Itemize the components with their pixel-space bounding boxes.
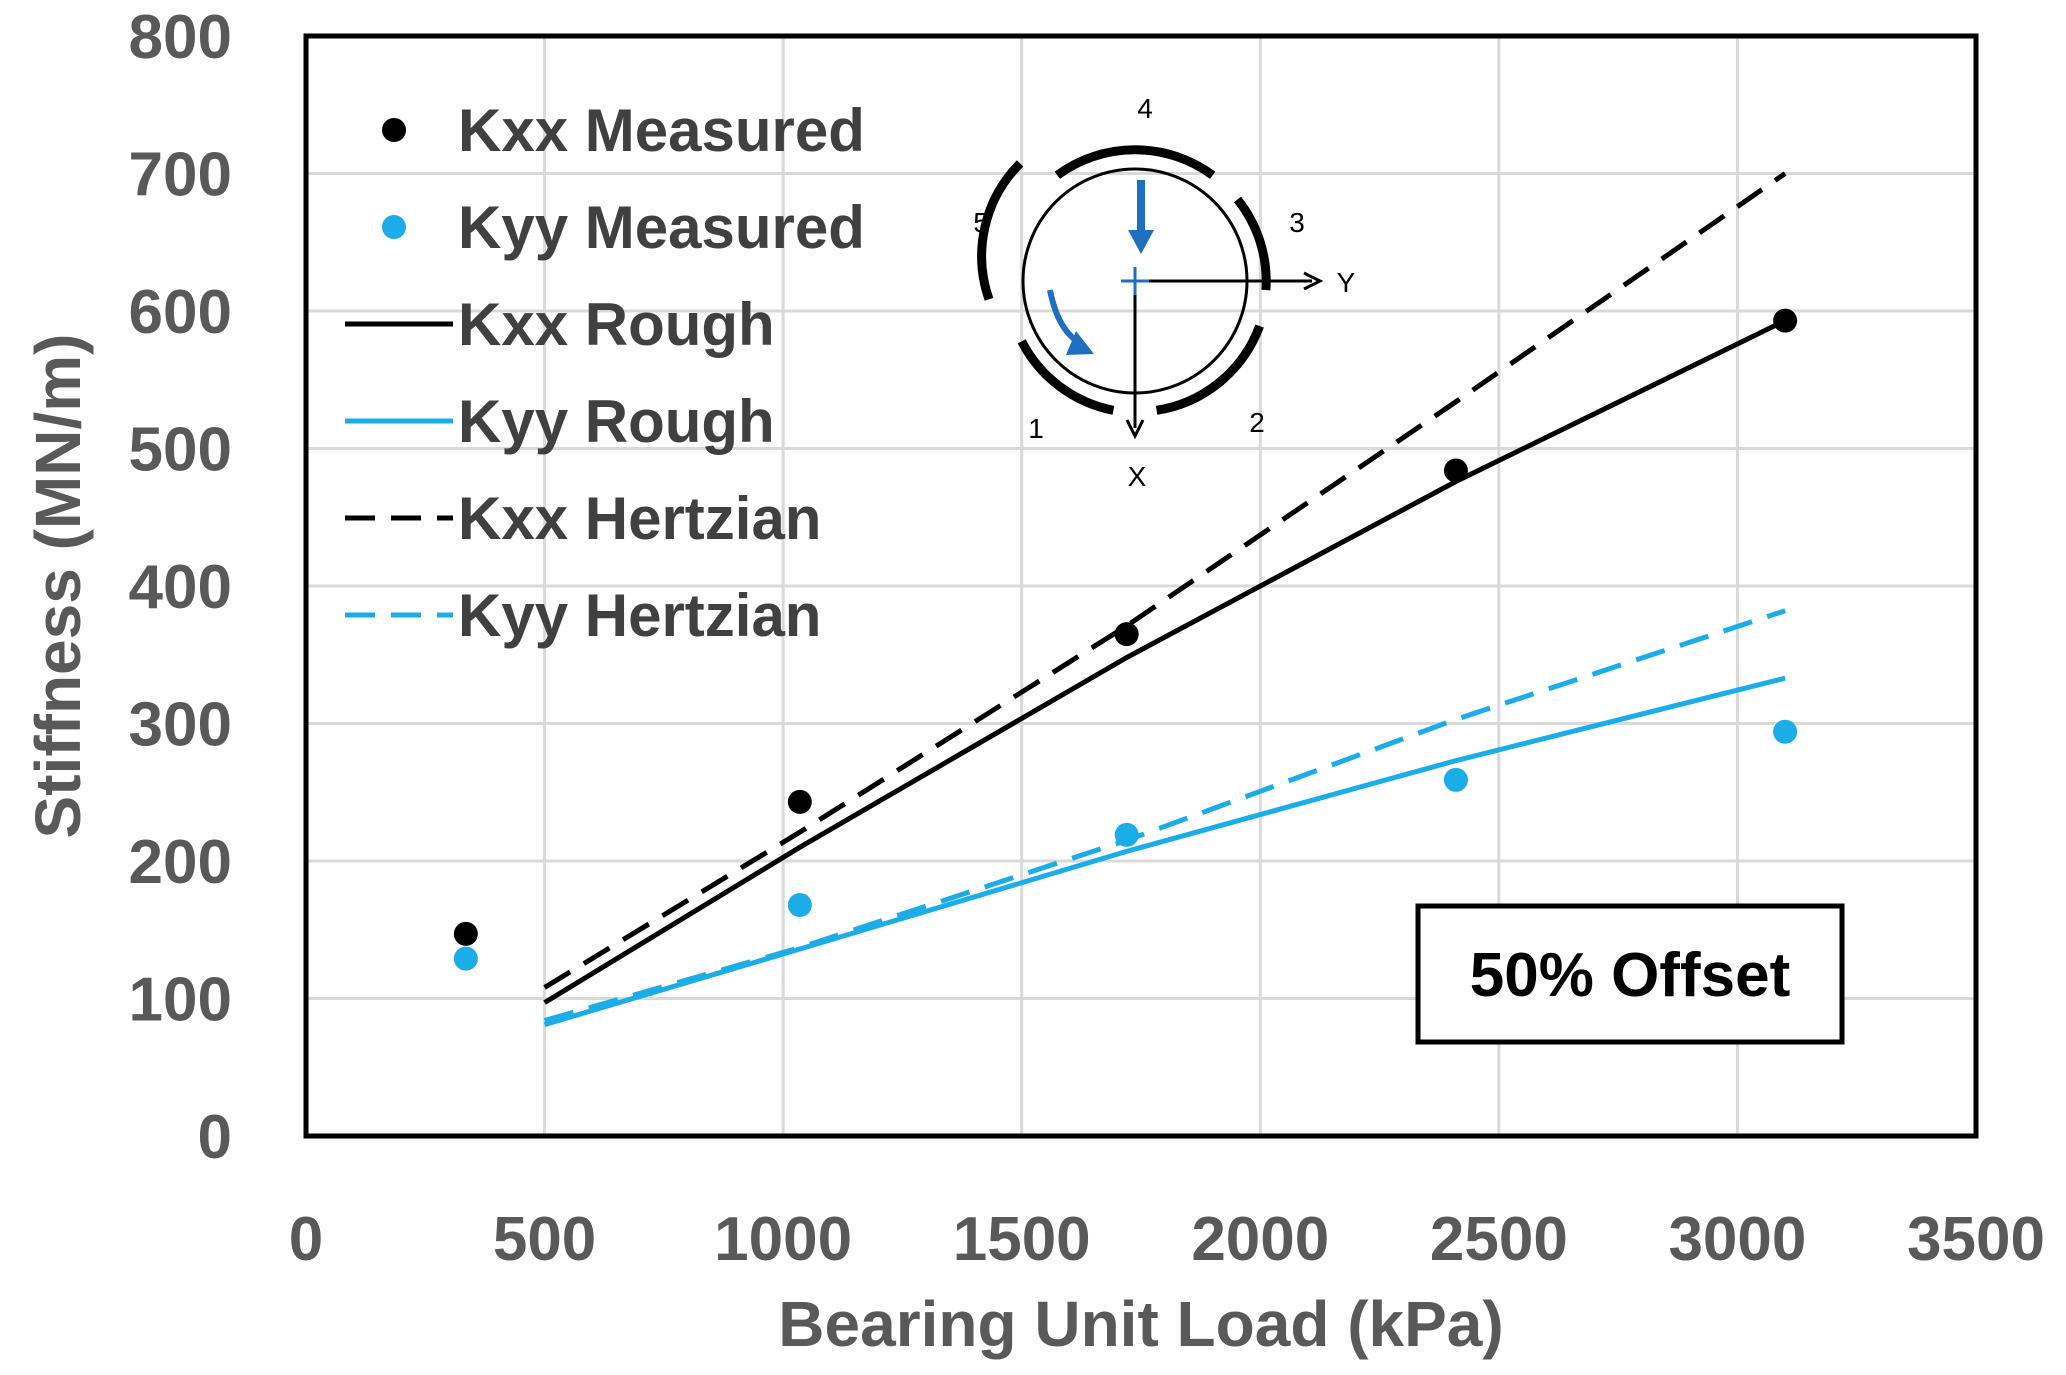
x-tick-label: 2500 bbox=[1430, 1205, 1568, 1274]
bearing-pad-1 bbox=[1017, 339, 1115, 415]
point-kyy-measured bbox=[453, 946, 478, 971]
y-tick-label: 100 bbox=[129, 966, 232, 1035]
rotation-arrow-icon bbox=[1066, 331, 1094, 355]
gridlines bbox=[306, 36, 1976, 1136]
bearing-pad-2 bbox=[1155, 324, 1264, 415]
legend-label-kyy-rough: Kyy Rough bbox=[458, 388, 775, 455]
point-kxx-measured bbox=[1114, 622, 1139, 647]
y-tick-label: 800 bbox=[129, 3, 232, 72]
y-tick-label: 0 bbox=[198, 1103, 232, 1172]
point-kyy-measured bbox=[1773, 719, 1798, 744]
bearing-diagram: 4 5 3 1 2 X Y bbox=[973, 93, 1355, 492]
point-kxx-measured bbox=[453, 921, 478, 946]
x-tick-label: 1000 bbox=[714, 1205, 852, 1274]
series-points bbox=[453, 308, 1798, 971]
x-axis-title: Bearing Unit Load (kPa) bbox=[778, 1288, 1503, 1360]
x-tick-label: 3500 bbox=[1907, 1205, 2045, 1274]
legend-label-kxx-hertzian: Kxx Hertzian bbox=[458, 485, 821, 552]
bearing-pad-4 bbox=[1054, 145, 1216, 179]
series-line-kxx-rough bbox=[543, 318, 1787, 1005]
y-tick-label: 200 bbox=[129, 828, 232, 897]
load-arrow-icon bbox=[1128, 230, 1154, 254]
legend-label-kyy-hertzian: Kyy Hertzian bbox=[458, 582, 821, 649]
y-tick-label: 300 bbox=[129, 691, 232, 760]
pad-label-1: 1 bbox=[1028, 413, 1044, 444]
y-tick-label: 400 bbox=[129, 553, 232, 622]
tick-labels: 0 500 1000 1500 2000 2500 3000 3500010020030040… bbox=[129, 3, 2045, 1274]
y-axis-title: Stiffness (MN/m) bbox=[22, 334, 94, 839]
legend: Kxx Measured Kyy Measured Kxx Rough Kyy Rou… bbox=[345, 97, 865, 649]
point-kyy-measured bbox=[1114, 822, 1139, 847]
pad-label-3: 3 bbox=[1289, 207, 1305, 238]
pad-label-2: 2 bbox=[1249, 407, 1265, 438]
y-tick-label: 500 bbox=[129, 416, 232, 485]
plot-frame bbox=[303, 33, 1979, 1139]
legend-label-kyy-measured: Kyy Measured bbox=[458, 194, 865, 261]
series-line-kxx-hertzian bbox=[543, 171, 1787, 990]
point-kxx-measured bbox=[1443, 458, 1468, 483]
pad-label-4: 4 bbox=[1137, 93, 1153, 124]
legend-marker-kxx-measured bbox=[382, 118, 406, 142]
point-kxx-measured bbox=[1773, 308, 1798, 333]
pad-label-5: 5 bbox=[973, 207, 989, 238]
legend-label-kxx-rough: Kxx Rough bbox=[458, 291, 775, 358]
x-tick-label: 3000 bbox=[1668, 1205, 1806, 1274]
annotation-text: 50% Offset bbox=[1470, 941, 1790, 1010]
legend-label-kxx-measured: Kxx Measured bbox=[458, 97, 865, 164]
x-tick-label: 2000 bbox=[1191, 1205, 1329, 1274]
series-line-kyy-rough bbox=[543, 675, 1786, 1028]
point-kyy-measured bbox=[1443, 767, 1468, 792]
x-tick-label: 500 bbox=[493, 1205, 596, 1274]
x-tick-label: 1500 bbox=[953, 1205, 1091, 1274]
x-tick-label: 0 bbox=[289, 1205, 323, 1274]
y-arrowhead-icon bbox=[1303, 271, 1324, 291]
y-tick-label: 600 bbox=[129, 278, 232, 347]
legend-marker-kyy-measured bbox=[382, 215, 406, 239]
diagram-axis-label-y: Y bbox=[1337, 267, 1356, 298]
x-arrowhead-icon bbox=[1125, 419, 1145, 440]
point-kxx-measured bbox=[787, 789, 812, 814]
annotation-box bbox=[1415, 903, 1845, 1045]
y-tick-label: 700 bbox=[129, 141, 232, 210]
diagram-axis-label-x: X bbox=[1128, 461, 1147, 492]
offset-annotation: 50% Offset bbox=[1415, 903, 1845, 1045]
bearing-pad-5 bbox=[977, 160, 1024, 301]
point-kyy-measured bbox=[787, 893, 812, 917]
